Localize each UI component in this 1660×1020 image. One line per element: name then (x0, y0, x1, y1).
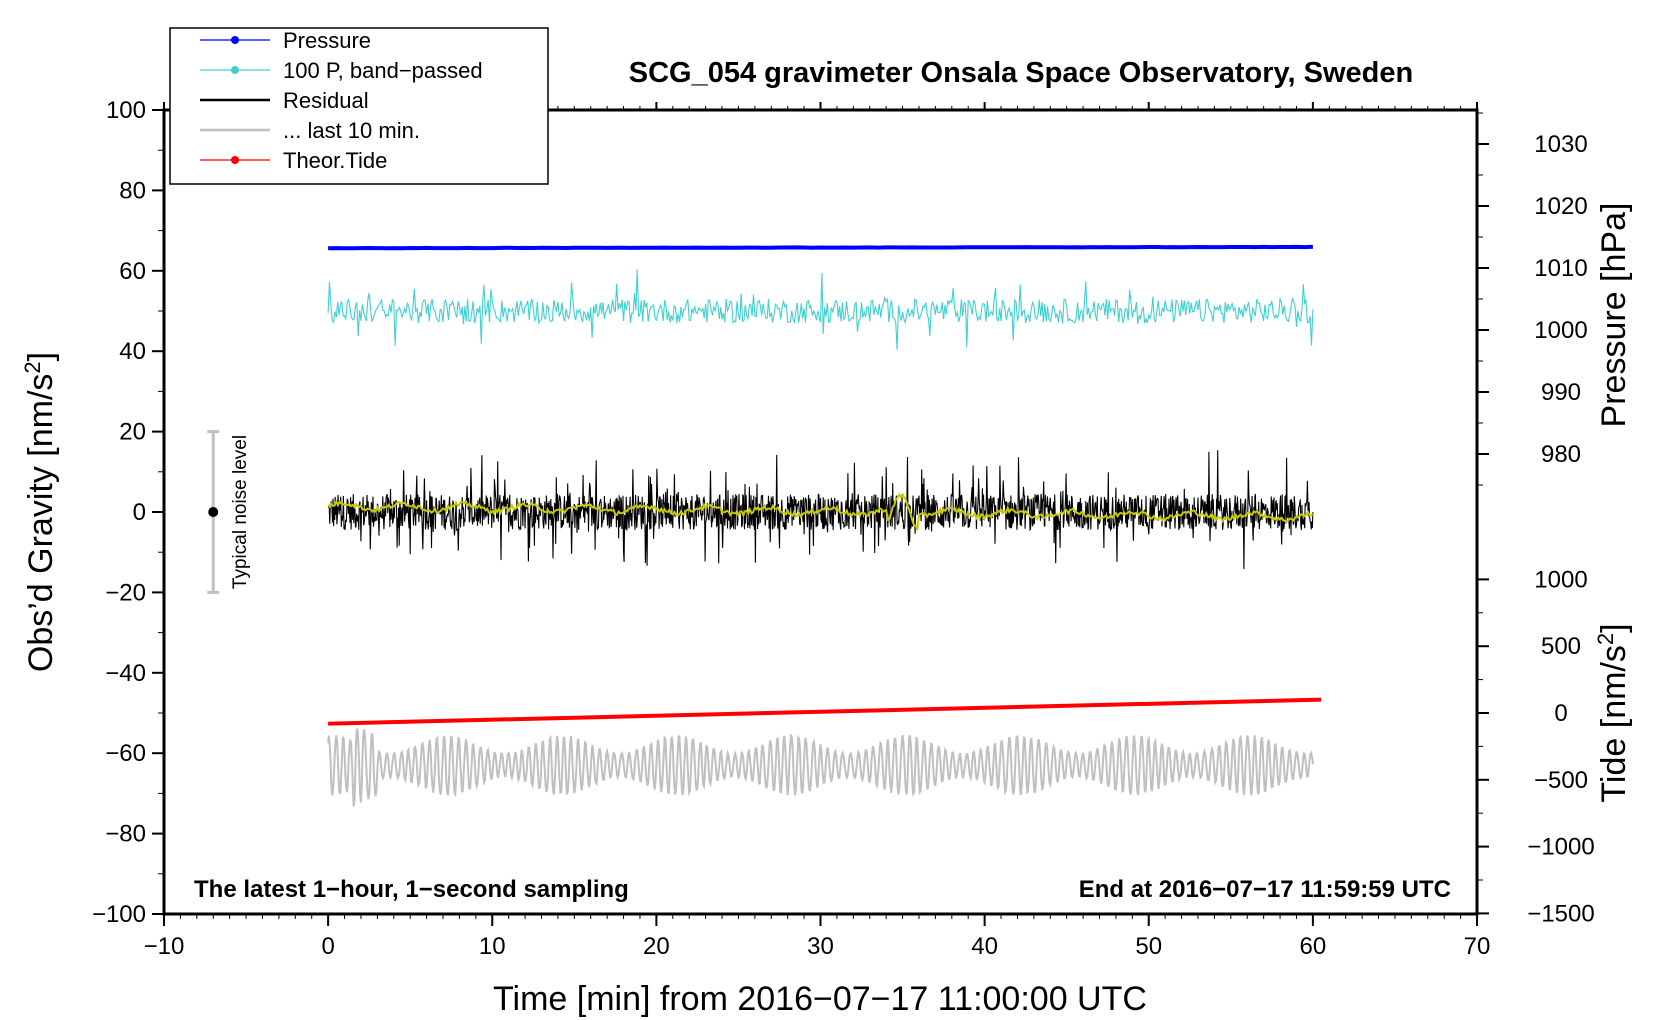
note-end-time: End at 2016−07−17 11:59:59 UTC (1079, 876, 1451, 903)
pressure-tick-label: 1010 (1534, 255, 1587, 282)
tide-tick-label: −500 (1534, 767, 1588, 794)
pressure-tick-label: 1020 (1534, 193, 1587, 220)
series-residual-smoothed (327, 492, 1314, 531)
y-tick-label: 80 (119, 177, 146, 204)
pressure-tick-label: 1030 (1534, 131, 1587, 158)
legend-label: Residual (283, 88, 369, 113)
x-tick-label: 30 (807, 933, 834, 960)
y-tick-label: −80 (105, 821, 146, 848)
x-tick-label: 60 (1300, 933, 1327, 960)
legend-item: 100 P, band−passed (200, 58, 483, 83)
legend-item: Pressure (200, 28, 371, 53)
legend-label: Pressure (283, 28, 371, 53)
typical-noise-indicator: Typical noise level (207, 430, 251, 594)
legend-swatch-marker (231, 156, 239, 164)
legend: Pressure 100 P, band−passed Residual ... la… (169, 27, 549, 185)
x-axis-label: Time [min] from 2016−07−17 11:00:00 UTC (493, 980, 1147, 1018)
axes-ticks: −10 0 10 20 30 40 50 60 70−100−80−60−40−20020406… (92, 97, 1595, 960)
x-tick-label: 40 (971, 933, 998, 960)
series-pressure (328, 244, 1313, 251)
series-residual (327, 450, 1314, 570)
y-tick-label: 100 (106, 97, 146, 124)
y-tick-label: 20 (119, 419, 146, 446)
y-tick-label: −20 (105, 579, 146, 606)
tide-tick-label: 500 (1541, 633, 1581, 660)
series-last-10-min (327, 728, 1314, 807)
x-tick-label: 20 (643, 933, 670, 960)
pressure-tick-label: 1000 (1534, 317, 1587, 344)
legend-item: ... last 10 min. (200, 118, 420, 143)
series-theor-tide (328, 697, 1322, 726)
y-tick-label: −100 (92, 901, 146, 928)
y-tick-label: −60 (105, 740, 146, 767)
note-sampling: The latest 1−hour, 1−second sampling (194, 876, 629, 903)
legend-swatch-marker (231, 36, 239, 44)
x-tick-label: −10 (144, 933, 185, 960)
pressure-tick-label: 990 (1541, 379, 1581, 406)
x-tick-label: 70 (1464, 933, 1491, 960)
x-tick-label: 0 (321, 933, 334, 960)
y-tick-label: 0 (133, 499, 146, 526)
pressure-tick-label: 980 (1541, 441, 1581, 468)
legend-item: Theor.Tide (200, 148, 387, 173)
x-tick-label: 10 (479, 933, 506, 960)
y-tick-label: 40 (119, 338, 146, 365)
y-axis-label-tide: Tide [nm/s2] (1593, 623, 1633, 802)
y-tick-label: −40 (105, 660, 146, 687)
noise-label: Typical noise level (230, 435, 251, 589)
legend-item: Residual (200, 88, 369, 113)
tide-tick-label: 0 (1554, 700, 1567, 727)
tide-tick-label: 1000 (1534, 566, 1587, 593)
y-axis-label-gravity: Obs’d Gravity [nm/s2] (20, 352, 60, 672)
chart-title: SCG_054 gravimeter Onsala Space Observat… (629, 57, 1413, 89)
legend-swatch-marker (231, 66, 239, 74)
noise-dot (208, 507, 219, 517)
legend-label: ... last 10 min. (283, 118, 420, 143)
x-tick-label: 50 (1135, 933, 1162, 960)
legend-label: Theor.Tide (283, 148, 387, 173)
tide-tick-label: −1500 (1527, 900, 1594, 927)
plot-frame (162, 108, 1479, 916)
series-bandpassed (327, 269, 1314, 350)
tide-tick-label: −1000 (1527, 834, 1594, 861)
data-series (327, 244, 1322, 807)
y-tick-label: 60 (119, 258, 146, 285)
legend-label: 100 P, band−passed (283, 58, 483, 83)
y-axis-label-pressure: Pressure [hPa] (1595, 203, 1633, 428)
